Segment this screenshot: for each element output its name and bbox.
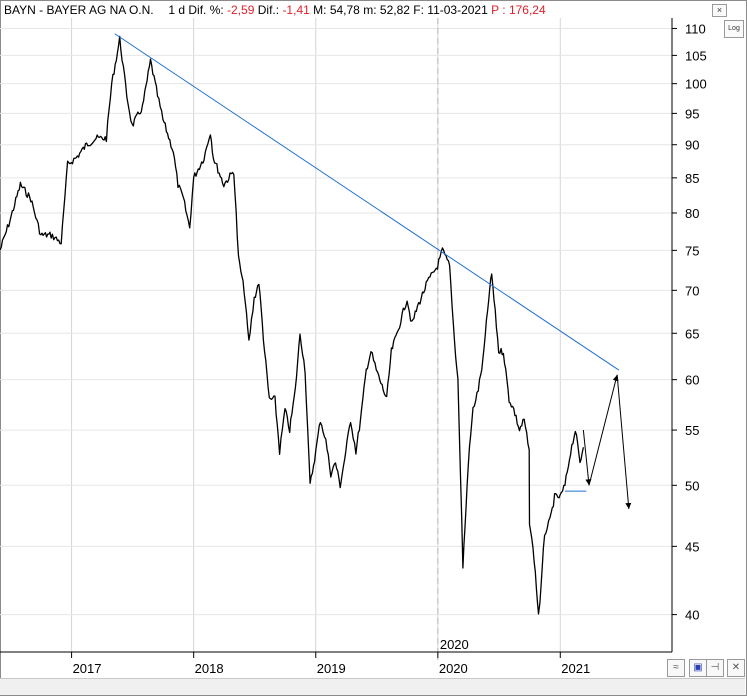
log-scale-button[interactable]: Log (724, 20, 744, 38)
max-value: 54,78 (329, 3, 360, 17)
y-tick-label: 45 (685, 539, 699, 554)
period-label: 1 d (168, 3, 186, 17)
header-dash: - (39, 3, 44, 17)
dif-pct-value: -2,59 (227, 3, 255, 17)
y-tick-label: 110 (685, 21, 706, 36)
min-value: 52,82 (379, 3, 410, 17)
p-value: 176,24 (508, 3, 546, 17)
x-tick-label: 2017 (73, 661, 102, 676)
projection-arrow (616, 374, 632, 510)
y-tick-label: 60 (685, 373, 699, 388)
y-tick-label: 105 (685, 48, 707, 63)
save-icon[interactable]: ▣ (689, 659, 707, 677)
dif-pct-label: Dif. %: (188, 3, 224, 17)
scrollbar[interactable] (0, 678, 745, 695)
chart-header: BAYN - BAYER AG NA O.N. 1 d Dif. %: -2,5… (4, 3, 546, 17)
y-tick-label: 50 (685, 478, 699, 493)
x-tick-label: 2019 (317, 661, 346, 676)
projection-arrow (588, 374, 619, 486)
x-tick-label: 2018 (195, 661, 224, 676)
pin-icon[interactable]: ⊣ (706, 659, 724, 677)
dif-value: -1,41 (282, 3, 310, 17)
y-tick-label: 65 (685, 326, 699, 341)
resistance-trendline (114, 33, 620, 371)
projection-arrow (582, 430, 592, 486)
min-label: m: (363, 3, 377, 17)
close-button[interactable]: × (712, 4, 727, 17)
security-name: BAYER AG NA O.N. (46, 3, 154, 17)
y-tick-label: 40 (685, 608, 699, 623)
date-label: F: (413, 3, 424, 17)
scale-icon[interactable]: ≈ (667, 659, 685, 677)
max-label: M: (313, 3, 327, 17)
y-tick-label: 95 (685, 106, 699, 121)
y-tick-label: 80 (685, 206, 699, 221)
y-tick-label: 90 (685, 138, 699, 153)
y-tick-label: 70 (685, 283, 699, 298)
x-tick-label: 2021 (561, 661, 590, 676)
y-tick-label: 100 (685, 77, 707, 92)
symbol-label: BAYN (4, 3, 36, 17)
y-tick-label: 75 (685, 243, 699, 258)
p-label: P : (491, 3, 506, 17)
price-series-line (0, 35, 585, 615)
y-tick-label: 55 (685, 423, 699, 438)
x-tick-label: 2020 (439, 661, 468, 676)
dif-label: Dif.: (257, 3, 280, 17)
year-divider-label: 2020 (440, 637, 469, 652)
date-value: 11-03-2021 (427, 3, 488, 17)
y-tick-label: 85 (685, 171, 699, 186)
close-icon[interactable]: ✕ (727, 659, 745, 677)
